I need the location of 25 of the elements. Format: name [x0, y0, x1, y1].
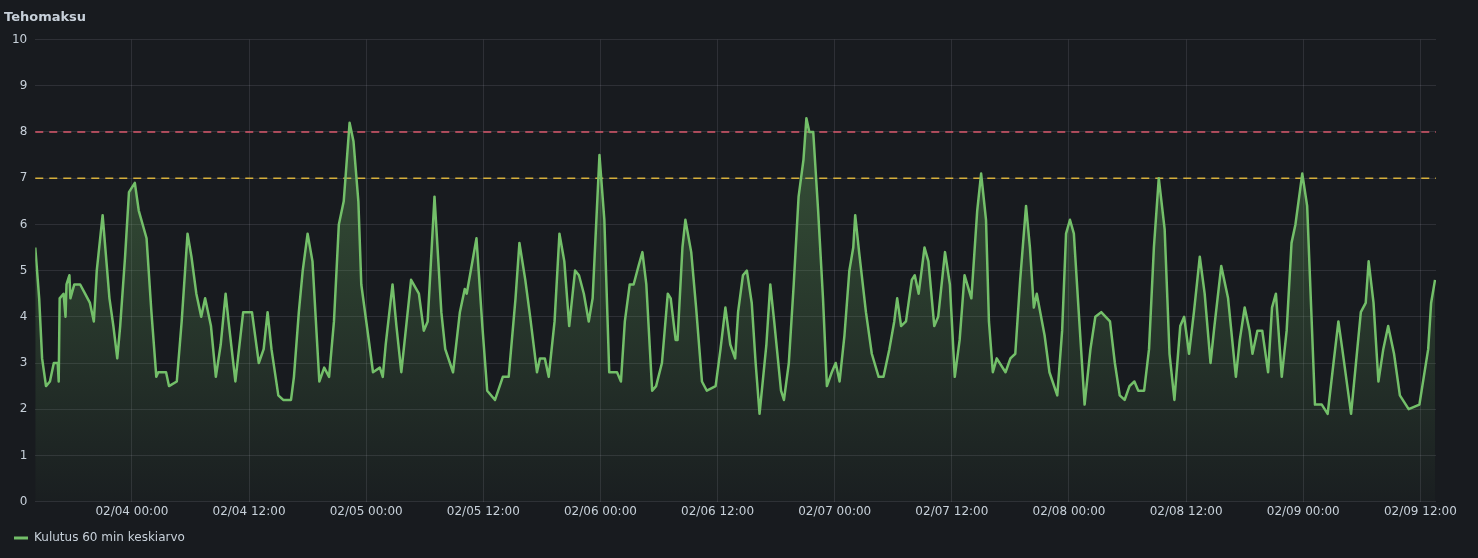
- y-tick-label: 10: [11, 31, 28, 46]
- x-tick-label: 02/04 12:00: [212, 503, 286, 518]
- y-tick-label: 2: [19, 401, 28, 416]
- y-tick-label: 1: [19, 447, 28, 462]
- x-tick-label: 02/05 00:00: [329, 503, 403, 518]
- x-tick-label: 02/07 00:00: [798, 503, 872, 518]
- y-tick-label: 5: [19, 262, 28, 277]
- chart-title: Tehomaksu: [4, 9, 87, 25]
- x-tick-label: 02/06 12:00: [681, 503, 755, 518]
- x-tick-label: 02/06 00:00: [563, 503, 637, 518]
- x-tick-label: 02/05 12:00: [446, 503, 520, 518]
- y-tick-label: 0: [19, 493, 28, 508]
- x-tick-label: 02/04 00:00: [95, 503, 169, 518]
- y-tick-label: 9: [19, 77, 28, 92]
- y-tick-label: 3: [19, 355, 28, 370]
- x-tick-label: 02/08 00:00: [1032, 503, 1106, 518]
- y-tick-label: 4: [19, 308, 28, 323]
- legend-label: Kulutus 60 min keskiarvo: [34, 530, 185, 545]
- x-tick-label: 02/09 00:00: [1266, 503, 1340, 518]
- x-tick-label: 02/09 12:00: [1383, 503, 1457, 518]
- x-tick-label: 02/07 12:00: [915, 503, 989, 518]
- y-tick-label: 7: [19, 170, 28, 185]
- x-tick-label: 02/08 12:00: [1149, 503, 1223, 518]
- y-tick-label: 6: [19, 216, 28, 231]
- y-tick-label: 8: [19, 124, 28, 139]
